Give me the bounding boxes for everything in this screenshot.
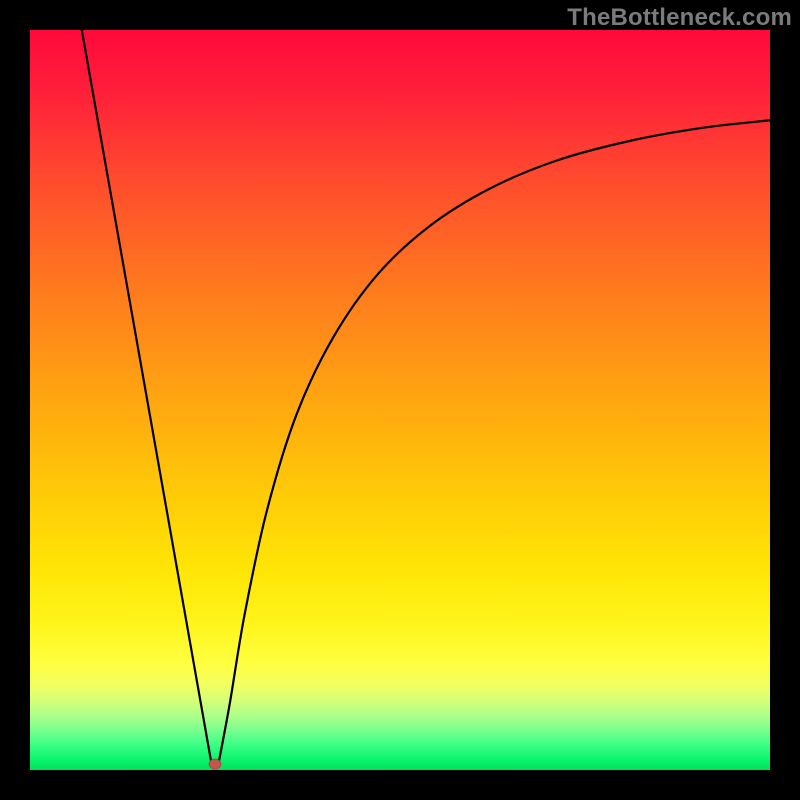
- watermark-text: TheBottleneck.com: [567, 4, 792, 32]
- gradient-background: [30, 30, 770, 770]
- plot-svg: [30, 30, 770, 770]
- plot-area: [30, 30, 770, 770]
- chart-container: TheBottleneck.com: [0, 0, 800, 800]
- minimum-marker: [209, 759, 221, 769]
